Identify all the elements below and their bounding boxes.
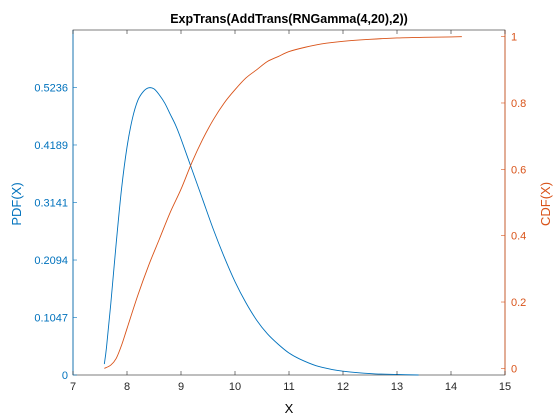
axes-layer: 7 8 9 10 11 12 13 14 1500.10470.20940.31410.4189…: [34, 30, 526, 393]
y-left-tick-label: 0.2094: [34, 255, 68, 267]
x-tick-label: 8: [124, 381, 130, 393]
y-left-tick-label: 0: [62, 370, 68, 382]
y-right-tick-label: 0.6: [511, 164, 526, 176]
pdf-series-line: [103, 87, 419, 376]
x-tick-label: 10: [229, 381, 241, 393]
x-tick-label: 13: [391, 381, 403, 393]
y-left-tick-label: 0.1047: [34, 313, 68, 325]
y-axis-left-label: PDF(X): [9, 182, 24, 225]
y-right-tick-label: 0.8: [511, 98, 526, 110]
x-tick-label: 14: [445, 381, 457, 393]
x-tick-label: 9: [178, 381, 184, 393]
y-right-tick-label: 0.2: [511, 297, 526, 309]
y-right-tick-label: 1: [511, 32, 517, 44]
y-left-tick-label: 0.5236: [34, 82, 68, 94]
plot-area: [72, 29, 506, 376]
y-left-tick-label: 0.4189: [34, 140, 68, 152]
series-layer: [103, 36, 462, 376]
x-tick-label: 11: [283, 381, 294, 393]
x-tick-label: 15: [499, 381, 511, 393]
x-tick-label: 12: [337, 381, 349, 393]
cdf-series-line: [104, 36, 462, 369]
y-right-tick-label: 0.4: [511, 231, 526, 243]
y-left-tick-label: 0.3141: [34, 198, 68, 210]
x-tick-label: 7: [70, 381, 76, 393]
y-axis-right-label: CDF(X): [538, 182, 553, 226]
chart-title: ExpTrans(AddTrans(RNGamma(4,20),2)): [170, 12, 408, 26]
x-axis-label: X: [285, 401, 294, 416]
y-right-tick-label: 0: [511, 363, 517, 375]
plot-frame: [72, 29, 506, 376]
